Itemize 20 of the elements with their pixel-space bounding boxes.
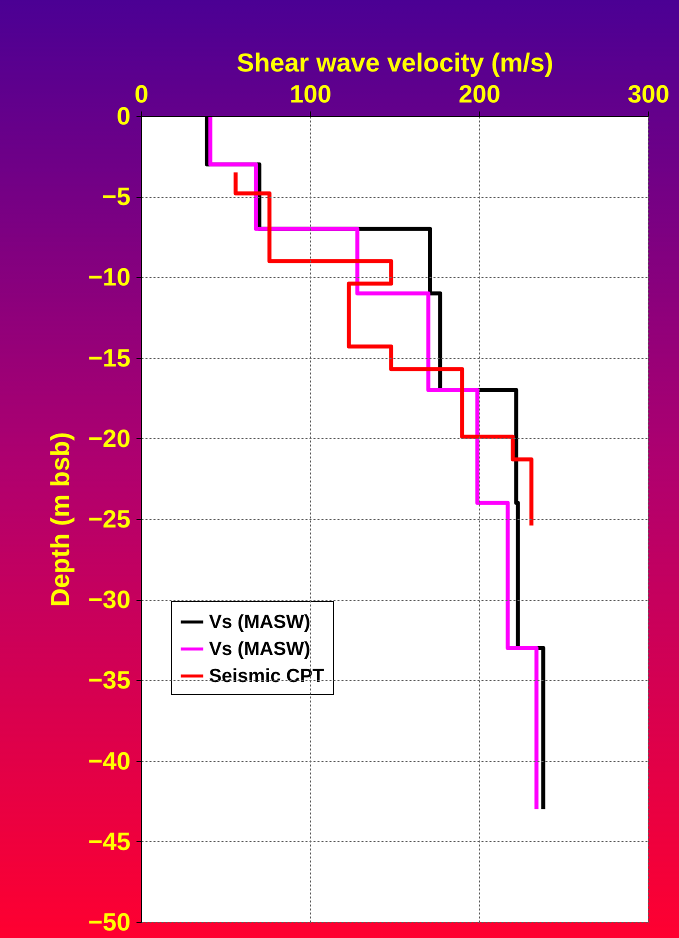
x-tick-label: 200 bbox=[458, 80, 500, 108]
x-tick-label: 0 bbox=[134, 80, 148, 108]
y-tick-label: −30 bbox=[88, 586, 130, 614]
y-tick-label: −15 bbox=[88, 344, 131, 372]
legend-label: Vs (MASW) bbox=[209, 639, 310, 660]
y-tick-label: −5 bbox=[102, 183, 131, 212]
y-axis-title: Depth (m bsb) bbox=[45, 432, 76, 607]
y-tick-label: −45 bbox=[88, 828, 131, 856]
x-tick-label: 300 bbox=[628, 80, 670, 108]
y-tick-label: −40 bbox=[88, 747, 130, 776]
legend-label: Vs (MASW) bbox=[209, 612, 310, 633]
x-axis-title: Shear wave velocity (m/s) bbox=[236, 48, 554, 78]
x-tick-label: 100 bbox=[290, 80, 332, 108]
y-tick-label: 0 bbox=[116, 102, 130, 130]
y-tick-label: −35 bbox=[88, 666, 131, 695]
y-tick-label: −25 bbox=[88, 506, 131, 534]
line-series bbox=[234, 170, 534, 528]
y-tick-label: −10 bbox=[88, 264, 130, 292]
y-tick-label: −50 bbox=[88, 908, 130, 936]
y-tick-label: −20 bbox=[88, 424, 130, 453]
